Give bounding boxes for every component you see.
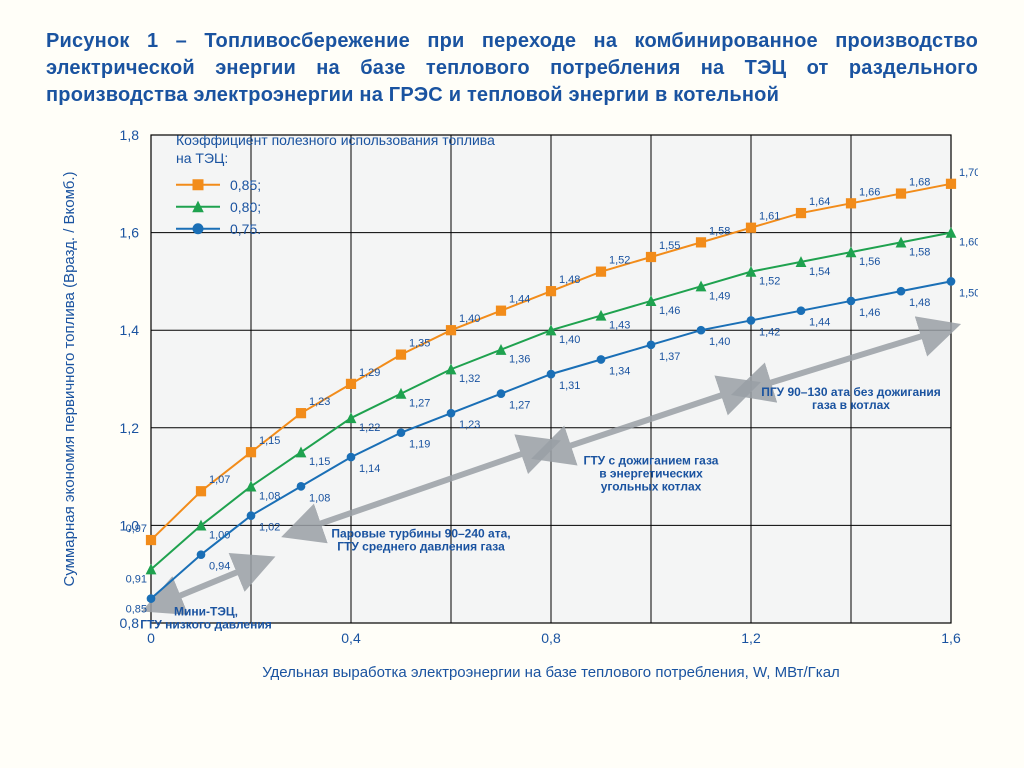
svg-text:0,94: 0,94 — [209, 561, 230, 573]
svg-text:1,50: 1,50 — [959, 287, 978, 299]
svg-text:0,85;: 0,85; — [230, 177, 261, 193]
svg-text:0,97: 0,97 — [126, 523, 147, 535]
svg-text:1,40: 1,40 — [459, 313, 480, 325]
svg-text:газа в котлах: газа в котлах — [812, 398, 890, 412]
svg-text:на ТЭЦ:: на ТЭЦ: — [176, 150, 228, 166]
svg-text:1,68: 1,68 — [909, 177, 930, 189]
svg-text:Коэффициент полезного использо: Коэффициент полезного использования топл… — [176, 132, 495, 148]
svg-text:1,29: 1,29 — [359, 367, 380, 379]
svg-text:0,8: 0,8 — [120, 615, 140, 631]
svg-text:1,46: 1,46 — [859, 307, 880, 319]
svg-text:1,55: 1,55 — [659, 240, 680, 252]
svg-text:1,4: 1,4 — [120, 322, 140, 338]
svg-text:ГТУ среднего давления газа: ГТУ среднего давления газа — [337, 540, 505, 554]
svg-text:1,27: 1,27 — [409, 398, 430, 410]
svg-text:1,02: 1,02 — [259, 522, 280, 534]
svg-text:1,46: 1,46 — [659, 305, 680, 317]
svg-text:0,75.: 0,75. — [230, 221, 261, 237]
svg-text:1,6: 1,6 — [120, 225, 140, 241]
svg-text:1,6: 1,6 — [941, 630, 961, 646]
svg-text:1,34: 1,34 — [609, 365, 630, 377]
svg-text:1,43: 1,43 — [609, 320, 630, 332]
svg-text:1,23: 1,23 — [459, 419, 480, 431]
svg-text:1,64: 1,64 — [809, 196, 830, 208]
svg-text:1,22: 1,22 — [359, 422, 380, 434]
svg-text:1,23: 1,23 — [309, 396, 330, 408]
svg-text:Мини-ТЭЦ,: Мини-ТЭЦ, — [174, 605, 238, 619]
svg-text:1,66: 1,66 — [859, 186, 880, 198]
svg-text:1,52: 1,52 — [609, 255, 630, 267]
svg-text:1,8: 1,8 — [120, 127, 140, 143]
svg-text:1,36: 1,36 — [509, 354, 530, 366]
svg-text:ГТУ с дожиганием газа: ГТУ с дожиганием газа — [584, 453, 719, 467]
svg-text:Удельная выработка электроэнер: Удельная выработка электроэнергии на баз… — [262, 664, 840, 681]
svg-text:1,61: 1,61 — [759, 211, 780, 223]
svg-text:ГТУ низкого давления: ГТУ низкого давления — [140, 618, 271, 632]
svg-text:Паровые турбины 90–240 ата,: Паровые турбины 90–240 ата, — [331, 527, 510, 541]
svg-text:1,35: 1,35 — [409, 338, 430, 350]
svg-text:1,08: 1,08 — [309, 492, 330, 504]
svg-text:0,8: 0,8 — [541, 630, 561, 646]
svg-text:1,54: 1,54 — [809, 266, 830, 278]
svg-text:1,48: 1,48 — [909, 297, 930, 309]
svg-text:1,44: 1,44 — [509, 294, 530, 306]
svg-text:1,27: 1,27 — [509, 400, 530, 412]
svg-text:1,60: 1,60 — [959, 237, 978, 249]
svg-text:1,2: 1,2 — [120, 420, 140, 436]
svg-text:1,32: 1,32 — [459, 373, 480, 385]
svg-text:1,40: 1,40 — [559, 334, 580, 346]
svg-text:1,56: 1,56 — [859, 256, 880, 268]
svg-text:1,49: 1,49 — [709, 290, 730, 302]
svg-text:1,37: 1,37 — [659, 351, 680, 363]
svg-text:1,2: 1,2 — [741, 630, 761, 646]
svg-text:1,48: 1,48 — [559, 274, 580, 286]
svg-text:1,42: 1,42 — [759, 326, 780, 338]
figure-title: Рисунок 1 – Топливосбережение при перехо… — [46, 28, 978, 109]
svg-text:1,40: 1,40 — [709, 336, 730, 348]
svg-text:1,15: 1,15 — [259, 435, 280, 447]
svg-text:1,19: 1,19 — [409, 439, 430, 451]
svg-text:1,58: 1,58 — [709, 225, 730, 237]
svg-text:0,4: 0,4 — [341, 630, 361, 646]
svg-text:0,80;: 0,80; — [230, 199, 261, 215]
svg-text:1,44: 1,44 — [809, 317, 830, 329]
svg-text:0: 0 — [147, 630, 155, 646]
svg-text:0,91: 0,91 — [126, 573, 147, 585]
svg-text:1,52: 1,52 — [759, 276, 780, 288]
svg-text:1,14: 1,14 — [359, 463, 380, 475]
svg-text:1,70: 1,70 — [959, 167, 978, 179]
chart-svg: 00,40,81,21,60,81,01,21,41,61,8Удельная … — [46, 123, 978, 683]
svg-text:1,58: 1,58 — [909, 246, 930, 258]
svg-text:Суммарная экономия первичного: Суммарная экономия первичного топлива (B… — [61, 171, 78, 586]
chart: 00,40,81,21,60,81,01,21,41,61,8Удельная … — [46, 123, 978, 683]
svg-text:0,85: 0,85 — [126, 604, 147, 616]
svg-text:1,07: 1,07 — [209, 474, 230, 486]
svg-text:1,31: 1,31 — [559, 380, 580, 392]
svg-text:угольных котлах: угольных котлах — [601, 479, 702, 493]
page: Рисунок 1 – Топливосбережение при перехо… — [0, 0, 1024, 768]
svg-text:ПГУ 90–130 ата без дожигания: ПГУ 90–130 ата без дожигания — [761, 385, 941, 399]
svg-text:1,15: 1,15 — [309, 456, 330, 468]
svg-text:в энергетических: в энергетических — [599, 466, 703, 480]
